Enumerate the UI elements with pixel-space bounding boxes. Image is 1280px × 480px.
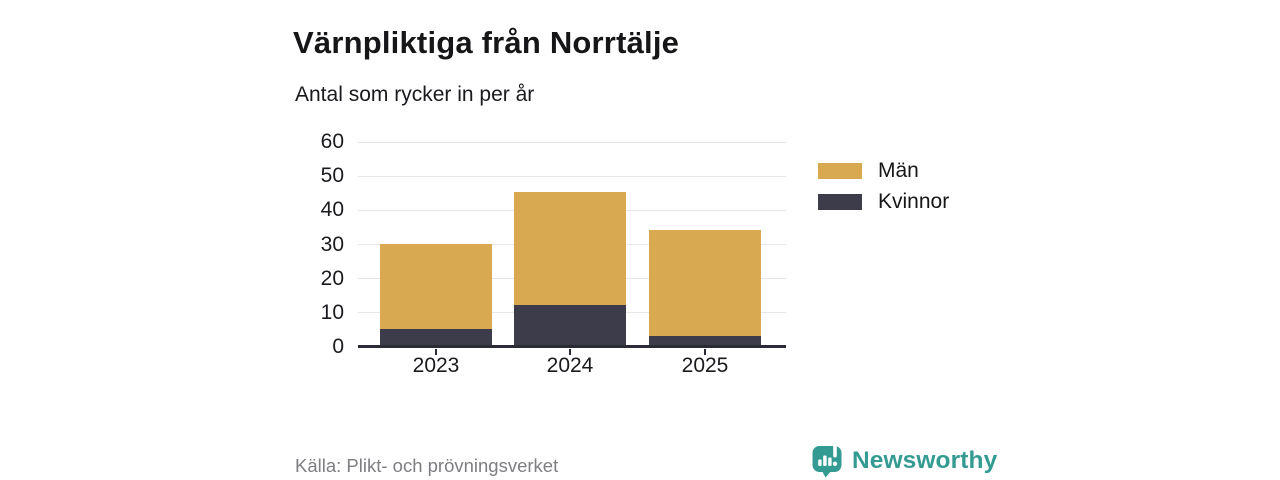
legend-swatch-kvinnor <box>818 194 862 210</box>
newsworthy-logo-icon <box>812 443 842 478</box>
y-axis-tick-label: 30 <box>320 232 344 256</box>
plot-area: 2023 2024 2025 <box>358 141 786 377</box>
x-axis-tick <box>569 349 571 355</box>
x-axis-tick <box>704 349 706 355</box>
brand-name: Newsworthy <box>852 446 998 474</box>
bar-segment-kvinnor-2023 <box>380 328 492 346</box>
x-axis-tick <box>435 349 437 355</box>
brand: Newsworthy <box>811 443 997 478</box>
bar-2024 <box>514 192 626 346</box>
bar-2023 <box>380 243 492 346</box>
chart-subtitle: Antal som rycker in per år <box>295 83 535 106</box>
legend-swatch-man <box>818 163 862 179</box>
y-axis-tick-label: 0 <box>332 335 344 358</box>
x-axis-line <box>358 345 786 348</box>
legend-label-man: Män <box>878 159 919 182</box>
y-axis-tick-label: 40 <box>320 198 344 222</box>
legend: Män Kvinnor <box>818 159 950 224</box>
gridline <box>358 141 786 143</box>
y-axis-tick-label: 50 <box>320 164 344 188</box>
bar-segment-kvinnor-2024 <box>514 305 626 346</box>
y-axis-tick-label: 20 <box>320 266 344 290</box>
y-axis: 0 10 20 30 40 50 60 <box>260 130 344 358</box>
y-axis-tick-label: 60 <box>320 130 344 153</box>
bar-2025 <box>649 229 761 346</box>
gridline <box>358 175 786 177</box>
x-axis-label: 2025 <box>681 354 729 377</box>
legend-item-kvinnor: Kvinnor <box>818 190 950 213</box>
source-attribution: Källa: Plikt- och prövningsverket <box>295 455 559 476</box>
y-axis-tick-label: 10 <box>320 300 344 324</box>
bar-segment-män-2025 <box>649 229 761 336</box>
legend-label-kvinnor: Kvinnor <box>878 190 950 213</box>
bar-segment-män-2024 <box>514 192 626 305</box>
legend-item-man: Män <box>818 159 949 182</box>
x-axis-label: 2023 <box>412 354 460 377</box>
chart-title: Värnpliktiga från Norrtälje <box>293 24 680 60</box>
bar-segment-kvinnor-2025 <box>649 335 761 346</box>
bar-segment-män-2023 <box>380 243 492 329</box>
x-axis-label: 2024 <box>546 354 594 377</box>
